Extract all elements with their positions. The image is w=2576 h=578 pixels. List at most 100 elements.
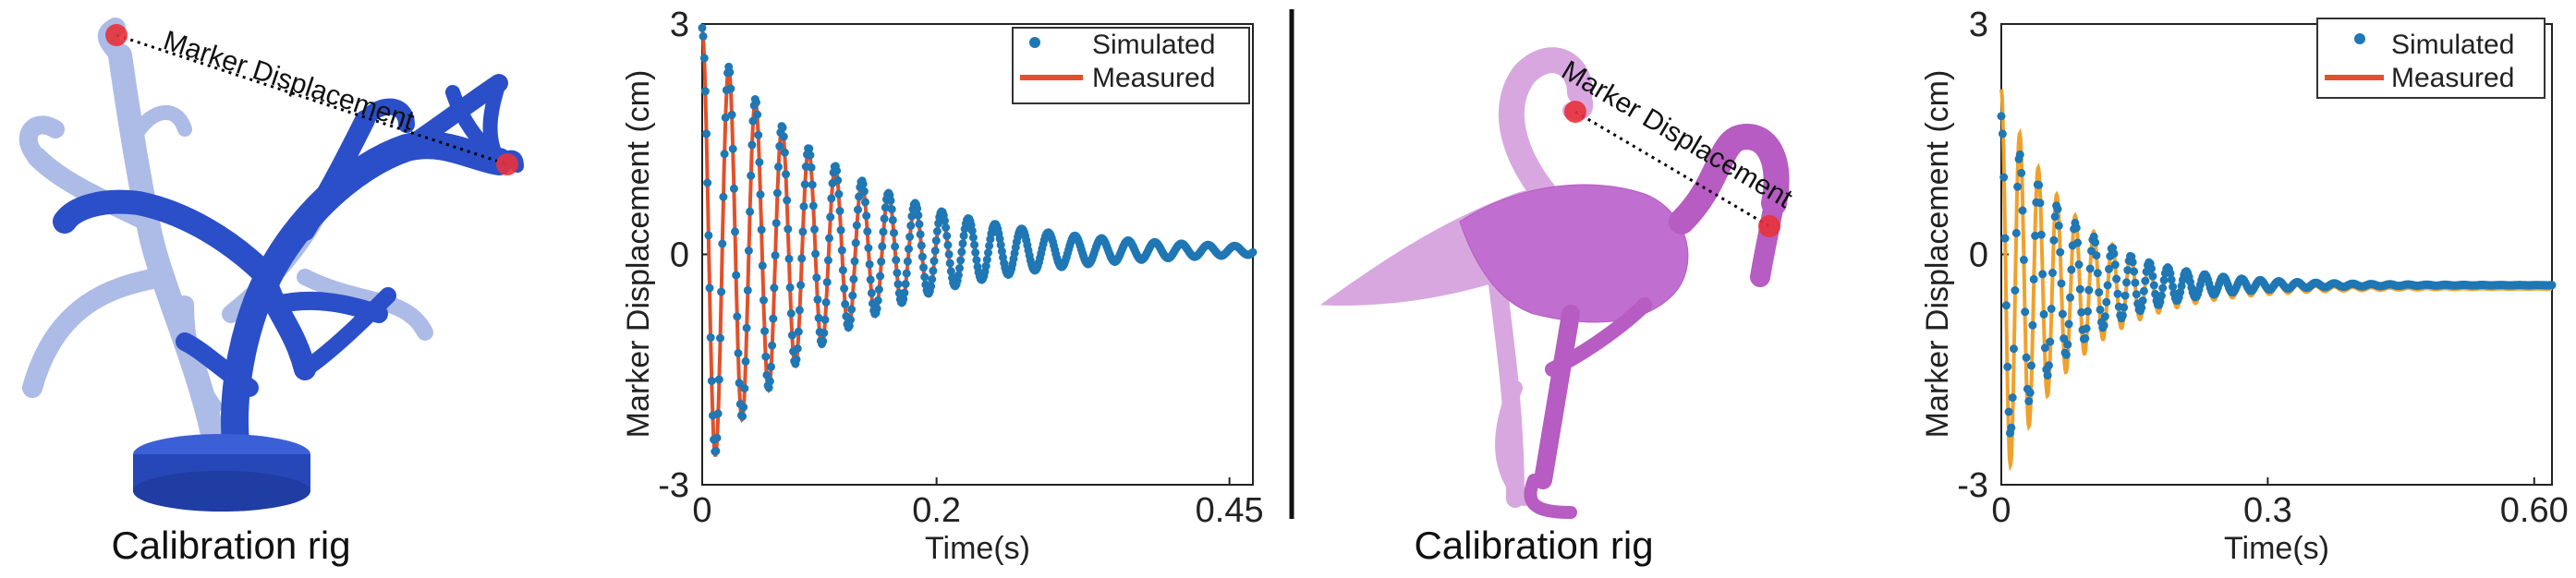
y-tick-label: -3 — [658, 466, 689, 505]
simulated-point — [943, 241, 952, 249]
simulated-point — [701, 87, 710, 95]
simulated-point — [2112, 275, 2120, 283]
simulated-point — [2130, 268, 2138, 276]
simulated-point — [759, 261, 767, 270]
simulated-point — [2066, 294, 2074, 302]
simulated-point — [847, 306, 856, 314]
simulated-point — [820, 329, 828, 337]
simulated-point — [2002, 301, 2011, 309]
simulated-point — [2081, 334, 2089, 343]
simulated-point — [699, 32, 708, 41]
simulated-point — [781, 149, 789, 157]
simulated-point — [2168, 275, 2176, 283]
simulated-point — [983, 256, 991, 264]
simulated-point — [786, 283, 795, 292]
simulated-point — [718, 240, 726, 248]
legend-label-simulated: Simulated — [1092, 30, 1215, 60]
simulated-point — [900, 289, 908, 297]
marker-start — [1564, 101, 1586, 123]
left-rig-illustration: Marker Displacement Calibration rig — [29, 24, 518, 567]
right-caption: Calibration rig — [1414, 524, 1653, 567]
simulated-point — [957, 247, 966, 256]
legend: Simulated Measured — [2317, 18, 2545, 98]
simulated-point — [699, 24, 707, 32]
simulated-point — [758, 225, 766, 234]
x-tick-label: 0.3 — [2243, 491, 2292, 530]
simulated-point — [759, 296, 768, 305]
simulated-point — [866, 260, 874, 269]
simulated-point — [2076, 285, 2084, 294]
simulated-point — [812, 273, 820, 282]
simulated-point — [744, 286, 752, 295]
simulated-point — [755, 158, 763, 166]
simulated-point — [905, 233, 914, 241]
simulated-point — [730, 185, 738, 193]
simulated-point — [2023, 354, 2031, 362]
simulated-point — [2020, 256, 2028, 264]
simulated-point — [959, 239, 967, 247]
simulated-point — [917, 230, 925, 238]
simulated-point — [746, 208, 754, 216]
simulated-point — [811, 249, 820, 258]
simulated-point — [703, 179, 711, 187]
legend-marker-simulated — [2354, 33, 2365, 44]
simulated-point — [795, 328, 803, 336]
simulated-point — [2548, 281, 2557, 289]
legend-marker-simulated — [1029, 37, 1040, 48]
simulated-point — [873, 305, 881, 313]
simulated-point — [891, 242, 899, 250]
chart-right: Marker Displacement (cm) Time(s) 0 0.3 0.6… — [1920, 6, 2569, 566]
simulated-point — [2001, 235, 2010, 243]
simulated-point — [874, 296, 882, 305]
simulated-point — [702, 129, 711, 138]
simulated-point — [941, 216, 949, 224]
simulated-point — [905, 245, 913, 253]
simulated-point — [2030, 275, 2038, 283]
simulated-point — [716, 334, 724, 343]
series-measured-line — [2001, 90, 2552, 465]
simulated-point — [700, 54, 709, 62]
simulated-point — [878, 242, 886, 250]
simulated-point — [2048, 269, 2057, 277]
x-axis-label: Time(s) — [2224, 531, 2329, 566]
simulated-point — [2137, 304, 2145, 312]
simulated-point — [2035, 181, 2043, 189]
simulated-point — [757, 190, 765, 199]
simulated-point — [2021, 307, 2029, 316]
simulated-point — [864, 244, 872, 252]
simulated-point — [2150, 282, 2158, 290]
simulated-point — [955, 264, 964, 272]
simulated-point — [808, 163, 816, 172]
simulated-point — [2075, 260, 2084, 269]
simulated-point — [798, 227, 807, 235]
simulated-point — [932, 236, 941, 245]
marker-end — [1758, 215, 1780, 237]
simulated-point — [726, 85, 735, 93]
simulated-point — [796, 281, 805, 289]
x-axis-label: Time(s) — [925, 531, 1030, 566]
legend-label-measured: Measured — [1092, 63, 1215, 93]
simulated-point — [735, 349, 743, 357]
simulated-point — [2046, 338, 2054, 346]
simulated-point — [2084, 307, 2092, 316]
simulated-point — [914, 211, 922, 220]
simulated-point — [902, 280, 910, 288]
simulated-point — [838, 247, 846, 255]
simulated-point — [752, 98, 760, 106]
simulated-point — [721, 150, 729, 158]
simulated-point — [753, 111, 761, 119]
simulated-point — [714, 409, 723, 417]
y-axis-label: Marker Displacement (cm) — [1920, 70, 1955, 439]
simulated-point — [854, 206, 862, 214]
simulated-point — [743, 324, 751, 332]
simulated-point — [729, 145, 737, 153]
simulated-point — [2102, 298, 2110, 307]
legend-label-simulated: Simulated — [2391, 30, 2514, 60]
simulated-point — [931, 247, 940, 255]
y-tick-label: -3 — [1957, 466, 1988, 505]
simulated-point — [800, 202, 808, 211]
simulated-point — [793, 355, 801, 364]
simulated-point — [801, 180, 809, 188]
simulated-point — [906, 222, 915, 230]
